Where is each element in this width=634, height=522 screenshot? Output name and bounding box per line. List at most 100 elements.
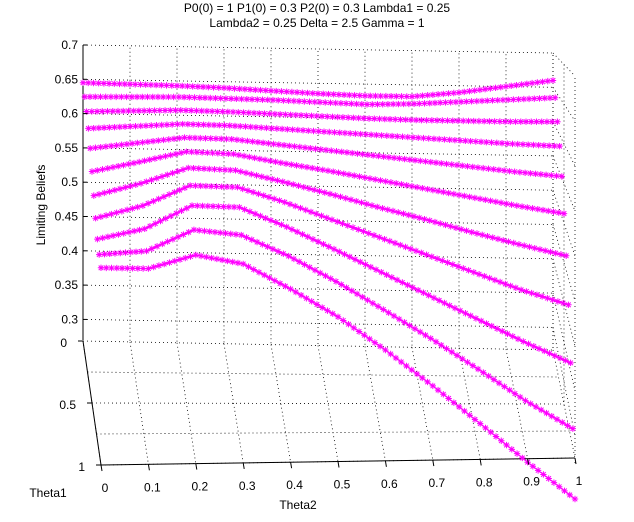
data-marker bbox=[406, 322, 413, 329]
data-marker bbox=[219, 108, 226, 115]
data-marker bbox=[378, 132, 385, 139]
data-marker bbox=[394, 133, 401, 140]
data-marker bbox=[524, 459, 531, 466]
data-marker bbox=[408, 183, 416, 190]
data-marker bbox=[434, 91, 442, 98]
data-marker bbox=[106, 188, 113, 195]
data-marker bbox=[520, 95, 528, 103]
data-marker bbox=[358, 101, 366, 108]
data-marker bbox=[353, 197, 360, 205]
data-marker bbox=[541, 94, 548, 102]
data-marker bbox=[344, 222, 351, 229]
data-marker bbox=[369, 300, 377, 307]
data-marker bbox=[198, 149, 206, 156]
data-marker bbox=[231, 122, 239, 130]
data-marker bbox=[365, 115, 373, 122]
data-marker bbox=[255, 269, 263, 276]
data-marker bbox=[427, 335, 434, 342]
data-marker bbox=[346, 130, 354, 137]
data-marker bbox=[228, 183, 236, 191]
data-marker bbox=[225, 203, 233, 211]
data-marker bbox=[244, 187, 252, 194]
data-marker bbox=[264, 243, 271, 250]
data-marker bbox=[181, 134, 188, 141]
data-marker bbox=[282, 111, 289, 118]
data-marker bbox=[159, 240, 166, 248]
data-marker bbox=[384, 100, 392, 108]
data-marker bbox=[521, 242, 528, 249]
data-marker bbox=[199, 83, 207, 91]
data-marker bbox=[551, 142, 558, 150]
data-marker bbox=[295, 258, 303, 265]
data-marker bbox=[513, 202, 520, 209]
data-marker bbox=[162, 215, 169, 222]
grid-floor bbox=[82, 340, 576, 466]
data-marker bbox=[404, 133, 411, 141]
data-marker bbox=[457, 98, 465, 106]
data-marker bbox=[519, 454, 526, 462]
z-tick-label: 0.55 bbox=[55, 141, 79, 155]
data-marker bbox=[222, 95, 230, 102]
data-marker bbox=[139, 202, 147, 209]
data-marker bbox=[353, 100, 360, 108]
data-marker bbox=[481, 85, 489, 93]
data-marker bbox=[480, 369, 487, 376]
data-marker bbox=[352, 130, 359, 137]
data-marker bbox=[515, 241, 523, 248]
data-marker bbox=[476, 86, 484, 94]
data-marker bbox=[142, 81, 149, 88]
data-marker bbox=[422, 331, 429, 339]
data-marker bbox=[361, 92, 369, 99]
data-marker bbox=[120, 161, 127, 169]
data-marker bbox=[118, 264, 126, 272]
data-marker bbox=[288, 226, 296, 233]
data-marker bbox=[123, 93, 130, 101]
data-marker bbox=[386, 237, 393, 245]
data-marker bbox=[376, 115, 383, 123]
data-marker bbox=[114, 107, 122, 115]
data-marker bbox=[315, 128, 322, 135]
data-marker bbox=[259, 96, 266, 103]
data-marker bbox=[459, 162, 466, 169]
data-marker bbox=[193, 107, 200, 114]
data-marker bbox=[249, 138, 256, 145]
data-marker bbox=[282, 160, 290, 167]
data-marker bbox=[440, 391, 447, 398]
data-marker bbox=[522, 397, 529, 404]
data-marker bbox=[374, 303, 382, 310]
data-marker bbox=[288, 88, 296, 96]
data-marker bbox=[346, 91, 353, 99]
data-marker bbox=[336, 129, 343, 136]
data-marker bbox=[252, 124, 260, 131]
data-marker bbox=[245, 109, 252, 116]
data-marker bbox=[399, 279, 406, 286]
data-marker bbox=[379, 101, 386, 108]
x-tick bbox=[100, 464, 103, 472]
data-marker bbox=[329, 310, 336, 317]
grid-line bbox=[552, 155, 576, 212]
data-marker bbox=[437, 220, 444, 227]
data-marker bbox=[499, 328, 506, 335]
data-marker bbox=[261, 156, 269, 164]
data-marker bbox=[269, 175, 276, 183]
data-marker bbox=[419, 374, 426, 382]
data-marker bbox=[220, 203, 227, 210]
data-marker bbox=[274, 97, 282, 104]
data-marker bbox=[443, 345, 450, 352]
data-marker bbox=[90, 79, 97, 87]
data-marker bbox=[202, 182, 210, 190]
data-marker bbox=[200, 165, 208, 172]
data-marker bbox=[286, 200, 294, 208]
data-marker bbox=[446, 136, 453, 144]
data-marker bbox=[440, 188, 447, 196]
data-marker bbox=[111, 80, 118, 87]
data-marker bbox=[297, 291, 305, 299]
data-marker bbox=[237, 123, 244, 130]
data-marker bbox=[500, 167, 508, 174]
data-marker bbox=[380, 306, 387, 313]
grid-line bbox=[129, 341, 149, 465]
data-marker bbox=[104, 108, 111, 115]
data-marker bbox=[483, 320, 490, 327]
data-marker bbox=[550, 208, 557, 216]
data-marker bbox=[383, 132, 391, 139]
